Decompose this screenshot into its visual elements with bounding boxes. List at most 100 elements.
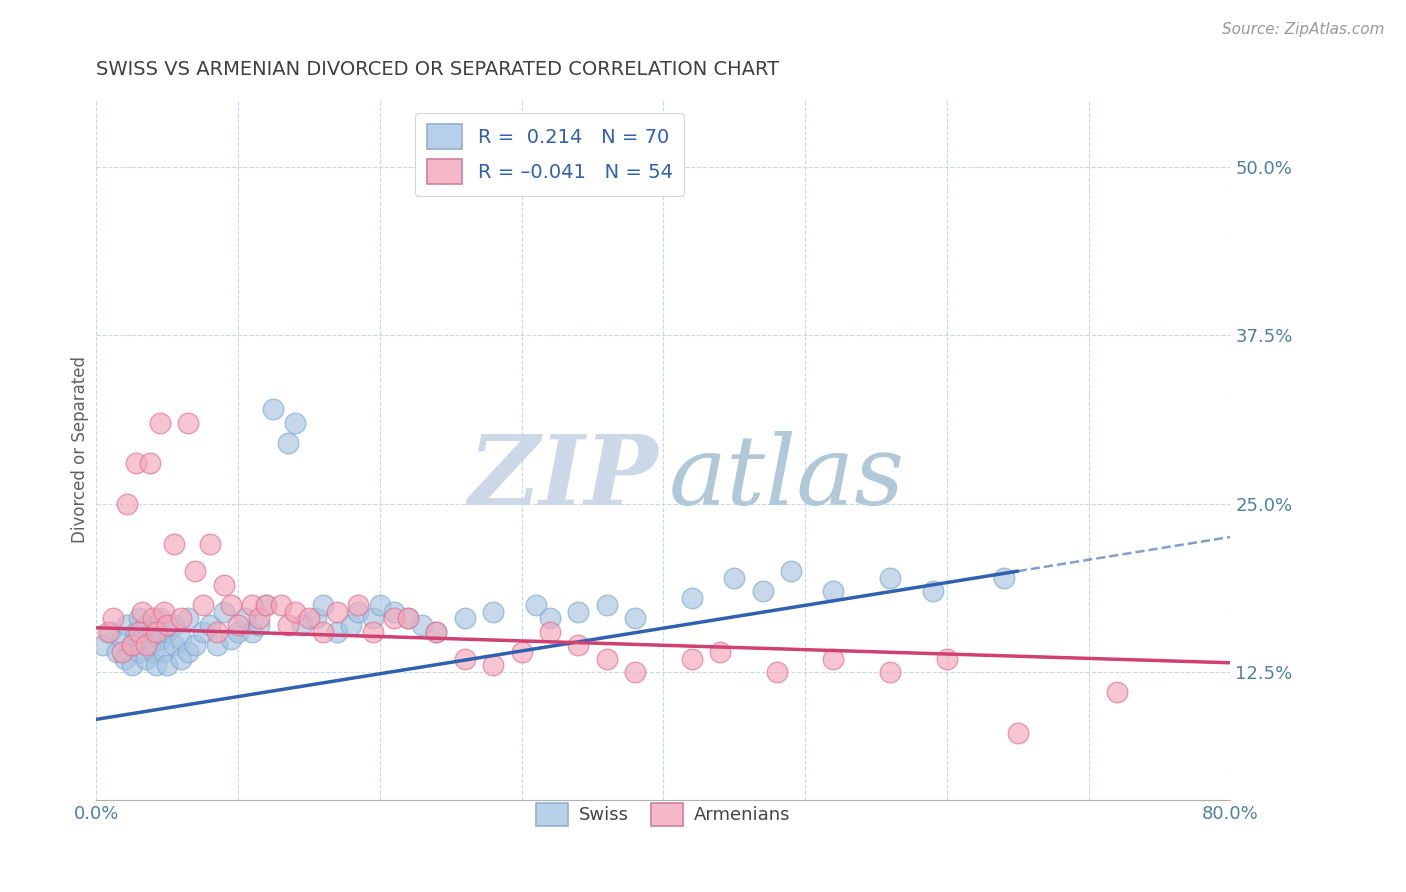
Point bbox=[538, 624, 561, 639]
Point bbox=[191, 598, 214, 612]
Point bbox=[284, 416, 307, 430]
Point bbox=[163, 618, 186, 632]
Point bbox=[298, 611, 321, 625]
Point bbox=[145, 624, 167, 639]
Point bbox=[277, 436, 299, 450]
Point bbox=[723, 571, 745, 585]
Point bbox=[510, 645, 533, 659]
Point bbox=[396, 611, 419, 625]
Point bbox=[411, 618, 433, 632]
Point bbox=[567, 638, 589, 652]
Point bbox=[482, 658, 505, 673]
Point bbox=[149, 416, 172, 430]
Point bbox=[538, 611, 561, 625]
Point bbox=[368, 598, 391, 612]
Point bbox=[177, 416, 200, 430]
Point bbox=[823, 652, 845, 666]
Point bbox=[153, 605, 176, 619]
Point bbox=[212, 605, 235, 619]
Point bbox=[191, 624, 214, 639]
Point bbox=[128, 645, 150, 659]
Point bbox=[326, 605, 349, 619]
Point bbox=[340, 618, 363, 632]
Point bbox=[1105, 685, 1128, 699]
Point bbox=[177, 645, 200, 659]
Point bbox=[163, 537, 186, 551]
Point bbox=[156, 618, 179, 632]
Point bbox=[312, 624, 335, 639]
Point bbox=[121, 658, 143, 673]
Legend: Swiss, Armenians: Swiss, Armenians bbox=[529, 796, 799, 833]
Point bbox=[226, 624, 249, 639]
Point bbox=[524, 598, 547, 612]
Point bbox=[921, 584, 943, 599]
Point bbox=[595, 652, 617, 666]
Text: ZIP: ZIP bbox=[468, 431, 658, 524]
Point bbox=[247, 611, 270, 625]
Point bbox=[262, 402, 284, 417]
Point bbox=[184, 638, 207, 652]
Point bbox=[270, 598, 292, 612]
Point bbox=[284, 605, 307, 619]
Point bbox=[135, 652, 157, 666]
Point bbox=[454, 611, 477, 625]
Point bbox=[91, 638, 114, 652]
Point bbox=[347, 605, 370, 619]
Point bbox=[139, 638, 162, 652]
Point bbox=[326, 624, 349, 639]
Point bbox=[595, 598, 617, 612]
Point bbox=[96, 624, 118, 639]
Point bbox=[177, 611, 200, 625]
Point bbox=[114, 652, 136, 666]
Point bbox=[205, 624, 228, 639]
Text: Source: ZipAtlas.com: Source: ZipAtlas.com bbox=[1222, 22, 1385, 37]
Point bbox=[312, 598, 335, 612]
Point bbox=[103, 611, 125, 625]
Point bbox=[291, 618, 314, 632]
Point bbox=[131, 632, 153, 646]
Point bbox=[128, 611, 150, 625]
Point bbox=[107, 645, 129, 659]
Point bbox=[142, 645, 165, 659]
Point bbox=[111, 632, 134, 646]
Point bbox=[240, 624, 263, 639]
Point bbox=[347, 598, 370, 612]
Point bbox=[139, 456, 162, 470]
Point bbox=[879, 571, 901, 585]
Point bbox=[361, 624, 384, 639]
Point bbox=[212, 577, 235, 591]
Point bbox=[482, 605, 505, 619]
Point bbox=[135, 638, 157, 652]
Point bbox=[125, 456, 148, 470]
Point bbox=[149, 632, 172, 646]
Point bbox=[233, 611, 256, 625]
Point bbox=[125, 624, 148, 639]
Point bbox=[624, 665, 647, 680]
Point bbox=[823, 584, 845, 599]
Point bbox=[142, 624, 165, 639]
Point bbox=[145, 658, 167, 673]
Point bbox=[254, 598, 277, 612]
Point bbox=[198, 618, 221, 632]
Point bbox=[382, 605, 405, 619]
Point bbox=[240, 598, 263, 612]
Point bbox=[121, 638, 143, 652]
Point bbox=[709, 645, 731, 659]
Point bbox=[681, 591, 703, 606]
Point bbox=[361, 611, 384, 625]
Point bbox=[779, 564, 801, 578]
Point bbox=[153, 645, 176, 659]
Point bbox=[219, 598, 242, 612]
Point bbox=[993, 571, 1015, 585]
Point bbox=[1007, 726, 1029, 740]
Point bbox=[567, 605, 589, 619]
Y-axis label: Divorced or Separated: Divorced or Separated bbox=[72, 357, 89, 543]
Point bbox=[879, 665, 901, 680]
Point bbox=[117, 618, 139, 632]
Point bbox=[751, 584, 773, 599]
Point bbox=[184, 564, 207, 578]
Point bbox=[156, 658, 179, 673]
Point bbox=[765, 665, 787, 680]
Point bbox=[121, 638, 143, 652]
Point bbox=[396, 611, 419, 625]
